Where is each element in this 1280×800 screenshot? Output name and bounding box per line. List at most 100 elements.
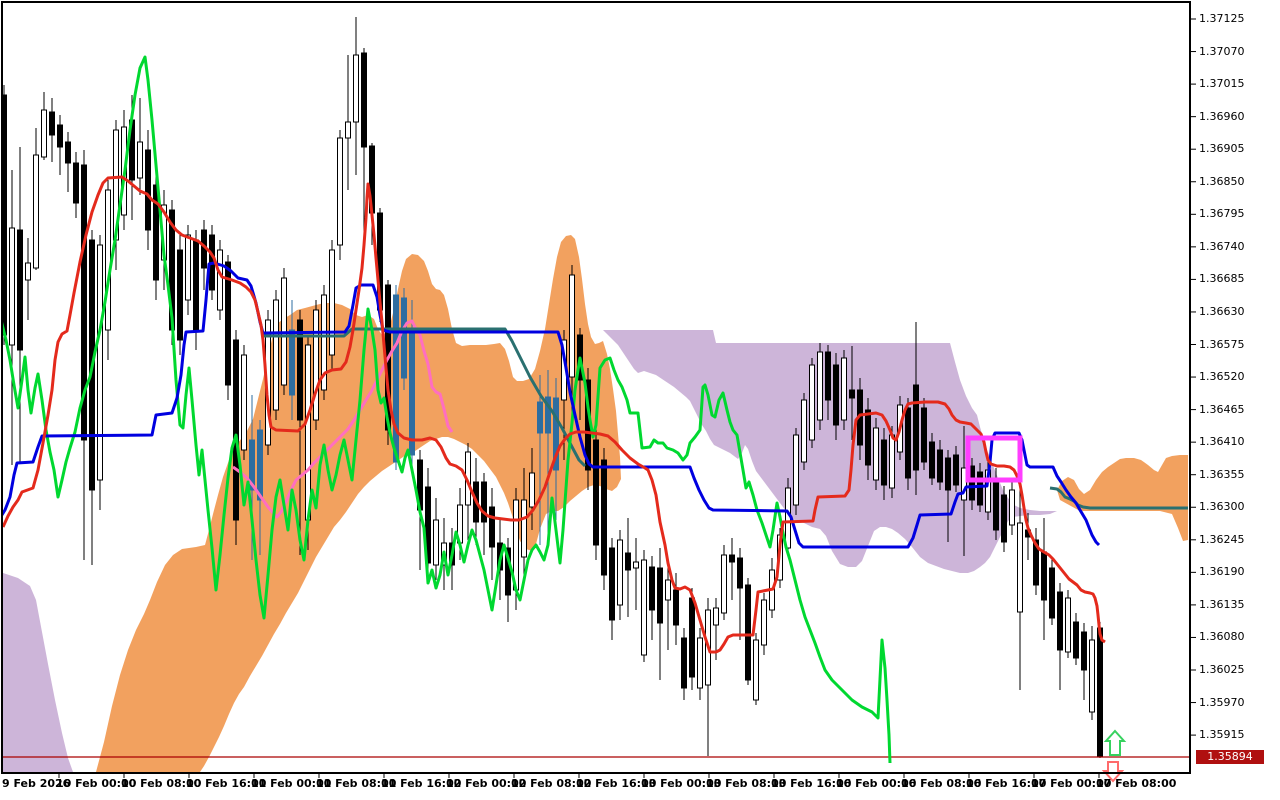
candle: [313, 300, 319, 430]
candle: [1089, 626, 1095, 720]
candle: [81, 150, 87, 560]
time-tick-label: 10 Feb 16:00: [186, 777, 267, 790]
candle: [617, 530, 623, 620]
candle: [433, 498, 439, 580]
candle: [353, 17, 359, 175]
candle: [673, 573, 679, 645]
candle: [553, 378, 559, 520]
purple-cloud-right: [603, 330, 1057, 573]
candle: [241, 345, 247, 460]
candle: [177, 235, 183, 355]
current-price-value: 1.35894: [1207, 750, 1253, 763]
candle: [681, 628, 687, 700]
candle: [761, 593, 767, 655]
candle: [545, 370, 551, 540]
candle: [1041, 518, 1047, 640]
orange-cloud-future: [1057, 455, 1188, 541]
candle: [17, 147, 23, 463]
candle: [33, 128, 39, 270]
candle: [521, 468, 527, 580]
candle: [465, 443, 471, 540]
candle: [1057, 583, 1063, 690]
candle: [593, 428, 599, 560]
orange-cloud-main: [96, 235, 621, 772]
price-tick-label: 1.36850: [1199, 174, 1245, 188]
candle: [297, 310, 303, 555]
current-price-label: 1.35894: [1196, 750, 1264, 764]
price-tick-label: 1.35970: [1199, 695, 1245, 709]
candle: [793, 428, 799, 515]
candle: [337, 130, 343, 260]
green-chikou-line: [2, 55, 892, 764]
candle: [753, 633, 759, 705]
candle: [537, 375, 543, 545]
candle: [1081, 623, 1087, 700]
time-tick-label: 13 Feb 00:00: [641, 777, 722, 790]
price-tick-label: 1.36685: [1199, 272, 1245, 286]
price-tick-label: 1.36575: [1199, 337, 1245, 351]
price-tick-label: 1.36520: [1199, 370, 1245, 384]
candle: [801, 393, 807, 470]
candle: [817, 343, 823, 430]
time-tick-label: 11 Feb 08:00: [316, 777, 397, 790]
candle: [705, 598, 711, 756]
price-tick-label: 1.36025: [1199, 663, 1245, 676]
signal-highlight-box: [965, 435, 1023, 483]
candle: [601, 448, 607, 590]
candle: [41, 92, 47, 160]
candle: [329, 240, 335, 370]
candle: [881, 428, 887, 500]
candle: [1009, 478, 1015, 535]
price-tick-label: 1.37125: [1199, 12, 1245, 25]
candle: [97, 235, 103, 510]
price-tick-label: 1.36740: [1199, 239, 1245, 253]
candle: [529, 448, 535, 530]
time-tick-label: 17 Feb 00:00: [1031, 777, 1112, 790]
candle: [401, 288, 407, 390]
time-tick-label: 10 Feb 08:00: [121, 777, 202, 790]
candle: [937, 440, 943, 490]
price-tick-label: 1.36630: [1199, 304, 1245, 318]
candle: [945, 450, 951, 542]
sell-signal-arrow-icon: [1101, 761, 1125, 783]
candle: [185, 225, 191, 315]
candle: [721, 545, 727, 620]
purple-cloud-left: [2, 572, 73, 772]
price-tick-label: 1.36795: [1199, 207, 1245, 221]
candle: [201, 220, 207, 290]
candle: [953, 446, 959, 492]
candle: [65, 132, 71, 192]
time-tick-label: 9 Feb 2026: [2, 777, 71, 790]
candle: [697, 628, 703, 700]
candle: [905, 398, 911, 490]
time-tick-label: 12 Feb 16:00: [576, 777, 657, 790]
candle: [1065, 590, 1071, 658]
time-tick-label: 12 Feb 00:00: [446, 777, 527, 790]
candle: [641, 550, 647, 662]
candle: [1017, 453, 1023, 690]
candle: [89, 230, 95, 565]
price-tick-label: 1.36465: [1199, 402, 1245, 416]
candle: [865, 398, 871, 480]
candle: [729, 538, 735, 600]
candle: [25, 238, 31, 320]
candle: [361, 48, 367, 250]
candle: [73, 152, 79, 218]
price-tick-label: 1.36355: [1199, 467, 1245, 481]
price-tick-label: 1.37015: [1199, 77, 1245, 91]
candle: [873, 418, 879, 490]
candle: [921, 398, 927, 470]
price-tick-label: 1.35915: [1199, 728, 1245, 742]
price-tick-label: 1.36190: [1199, 565, 1245, 579]
candle: [657, 548, 663, 680]
candle: [737, 548, 743, 640]
time-tick-label: 10 Feb 00:00: [56, 777, 137, 790]
price-tick-label: 1.36905: [1199, 142, 1245, 156]
candle: [321, 285, 327, 400]
price-tick-label: 1.36300: [1199, 500, 1245, 514]
time-tick-label: 17 Feb 08:00: [1096, 777, 1177, 790]
candle: [217, 240, 223, 320]
plot-area: [2, 17, 1190, 772]
candle: [745, 578, 751, 685]
